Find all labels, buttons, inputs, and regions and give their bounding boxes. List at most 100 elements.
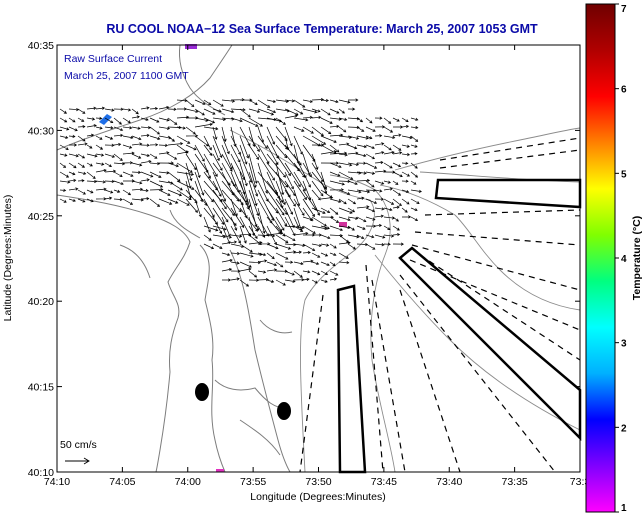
current-vector bbox=[293, 225, 304, 232]
current-vector bbox=[266, 252, 275, 260]
current-vector bbox=[302, 277, 310, 281]
sst-pixel bbox=[99, 114, 112, 125]
current-vector bbox=[230, 225, 241, 244]
current-vector bbox=[77, 171, 87, 175]
current-vector bbox=[131, 180, 143, 185]
current-vector bbox=[131, 153, 142, 159]
current-vector bbox=[320, 234, 331, 240]
current-vector bbox=[329, 270, 339, 276]
current-vector bbox=[383, 135, 396, 140]
current-vector bbox=[275, 243, 292, 250]
current-vector bbox=[212, 144, 220, 162]
current-vector bbox=[275, 171, 291, 198]
current-vector bbox=[284, 279, 296, 283]
current-vector bbox=[365, 162, 378, 169]
current-vector bbox=[356, 117, 364, 123]
colorbar-tick-label: 1 bbox=[621, 503, 627, 514]
current-vector bbox=[356, 171, 367, 175]
current-vector bbox=[230, 234, 243, 238]
current-vector bbox=[113, 180, 124, 186]
current-vector bbox=[293, 231, 309, 236]
scale-label: 50 cm/s bbox=[60, 439, 97, 451]
current-vector bbox=[329, 216, 340, 223]
current-vector bbox=[275, 153, 291, 177]
current-vector bbox=[410, 117, 419, 121]
current-vector bbox=[86, 144, 93, 149]
current-vector bbox=[104, 153, 116, 158]
current-vector bbox=[392, 133, 402, 137]
current-vector bbox=[95, 153, 105, 157]
current-vector bbox=[86, 106, 97, 110]
current-vector bbox=[401, 207, 408, 213]
current-vector bbox=[176, 189, 192, 200]
current-vector bbox=[266, 243, 279, 250]
current-vector bbox=[365, 135, 373, 140]
current-vector bbox=[257, 259, 268, 263]
current-vector bbox=[275, 225, 286, 237]
current-vector bbox=[221, 225, 231, 245]
current-vector bbox=[410, 171, 419, 178]
current-vector bbox=[374, 151, 385, 155]
current-vector bbox=[86, 133, 95, 137]
current-vector bbox=[293, 117, 309, 122]
current-vector bbox=[167, 171, 181, 182]
current-vector bbox=[59, 126, 70, 131]
current-vector bbox=[293, 135, 303, 155]
plot-background bbox=[57, 45, 580, 472]
y-tick-label: 40:10 bbox=[28, 467, 54, 479]
y-tick-label: 40:20 bbox=[28, 296, 54, 308]
current-vector bbox=[320, 150, 337, 155]
current-vector bbox=[131, 126, 141, 130]
current-vector bbox=[383, 162, 393, 169]
current-vector bbox=[248, 99, 258, 106]
current-vector bbox=[104, 179, 115, 184]
current-vector bbox=[221, 198, 235, 217]
current-vector bbox=[131, 108, 139, 115]
current-vector bbox=[86, 198, 94, 203]
legend-current-time: March 25, 2007 1100 GMT bbox=[64, 70, 189, 82]
current-vector bbox=[284, 153, 300, 172]
current-vector bbox=[392, 189, 402, 196]
current-vector bbox=[221, 126, 227, 142]
current-vector bbox=[392, 232, 401, 237]
current-vector bbox=[248, 108, 261, 113]
current-vector bbox=[275, 252, 289, 260]
current-vector bbox=[320, 279, 328, 283]
current-vector bbox=[149, 180, 164, 188]
current-vector bbox=[239, 171, 251, 209]
current-vector bbox=[194, 135, 209, 147]
current-vector bbox=[329, 188, 344, 192]
current-vector bbox=[356, 153, 367, 158]
current-vector bbox=[158, 198, 173, 205]
colorbar-tick-label: 3 bbox=[621, 339, 627, 350]
current-vector bbox=[59, 153, 68, 157]
current-vector bbox=[212, 216, 223, 234]
current-vector bbox=[257, 99, 271, 108]
current-vector bbox=[365, 180, 375, 188]
current-vector bbox=[68, 187, 79, 191]
current-vector bbox=[230, 117, 243, 123]
x-axis-label: Longitude (Degrees:Minutes) bbox=[250, 491, 385, 503]
current-vector bbox=[392, 171, 403, 178]
current-vector bbox=[383, 144, 392, 151]
current-vector bbox=[104, 189, 114, 194]
current-vector bbox=[347, 207, 356, 213]
current-vector bbox=[221, 258, 233, 263]
current-vector bbox=[212, 171, 227, 202]
current-vector bbox=[311, 108, 321, 113]
current-vector bbox=[149, 198, 161, 207]
current-vector bbox=[266, 108, 277, 114]
y-tick-label: 40:15 bbox=[28, 382, 54, 394]
current-vector bbox=[86, 179, 98, 184]
current-vector bbox=[284, 135, 290, 151]
current-vector bbox=[302, 259, 314, 263]
current-vector bbox=[221, 240, 238, 245]
current-vector bbox=[230, 144, 241, 163]
current-vector bbox=[383, 242, 391, 246]
current-vector bbox=[221, 234, 232, 239]
current-vector bbox=[104, 162, 112, 168]
current-vector bbox=[320, 261, 330, 267]
current-vector bbox=[392, 180, 399, 185]
current-vector bbox=[329, 151, 348, 155]
x-tick-label: 74:05 bbox=[109, 476, 135, 488]
